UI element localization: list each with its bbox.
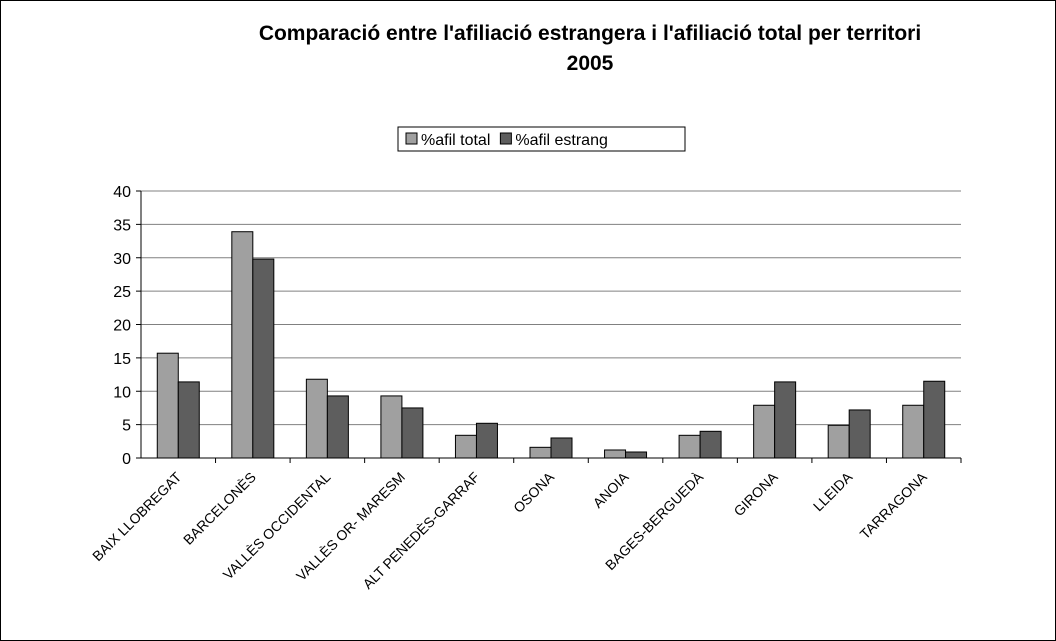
- bar: [604, 449, 627, 459]
- bar: [827, 424, 850, 459]
- bar: [678, 434, 701, 459]
- chart-title: Comparació entre l'afiliació estrangera …: [259, 22, 921, 45]
- bar: [401, 407, 424, 459]
- bar: [380, 395, 403, 459]
- bar: [252, 258, 275, 459]
- y-tick-label: 40: [113, 184, 131, 201]
- bar: [326, 395, 349, 459]
- legend-box: [397, 126, 686, 152]
- bar: [774, 381, 797, 459]
- bar: [305, 378, 328, 459]
- y-tick-label: 15: [113, 351, 131, 368]
- bar: [923, 380, 946, 459]
- bar: [529, 446, 552, 459]
- legend-label: %afil total: [421, 132, 490, 149]
- bar: [231, 231, 254, 459]
- legend-swatch: [405, 132, 418, 145]
- y-tick-label: 20: [113, 318, 131, 335]
- y-tick-label: 30: [113, 251, 131, 268]
- bar: [550, 437, 573, 459]
- legend-label: %afil estrang: [515, 132, 608, 149]
- chart-subtitle: 2005: [567, 52, 614, 75]
- y-tick-label: 0: [122, 451, 131, 468]
- bar: [699, 430, 722, 459]
- legend-swatch: [499, 132, 512, 145]
- y-tick-label: 5: [122, 418, 131, 435]
- bar: [848, 409, 871, 459]
- bar: [625, 451, 648, 459]
- bar: [475, 422, 498, 459]
- y-tick-label: 10: [113, 384, 131, 401]
- y-tick-label: 35: [113, 217, 131, 234]
- bar: [454, 434, 477, 459]
- bar: [156, 352, 179, 459]
- bar: [177, 381, 200, 459]
- y-tick-label: 25: [113, 284, 131, 301]
- bar: [753, 404, 776, 459]
- bar: [902, 404, 925, 459]
- legend: %afil total %afil estrang: [397, 126, 686, 152]
